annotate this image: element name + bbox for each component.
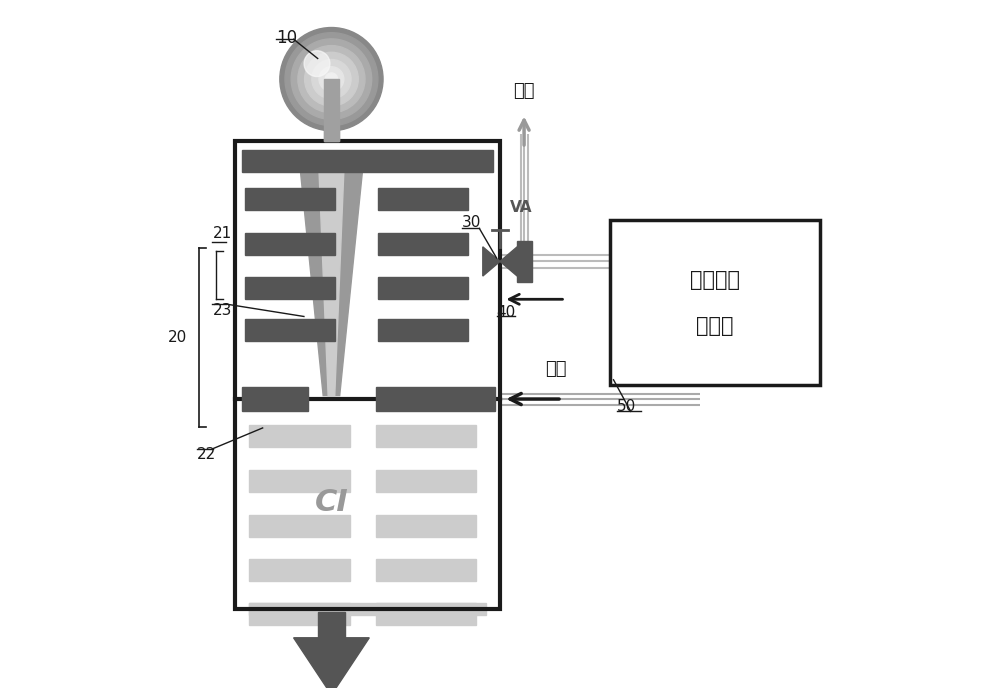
Text: 40: 40 — [497, 305, 516, 320]
Bar — [376, 387, 495, 411]
Bar — [245, 233, 335, 255]
Text: VA: VA — [510, 200, 533, 215]
Polygon shape — [298, 151, 364, 396]
Text: 21: 21 — [212, 226, 232, 241]
Text: 样品: 样品 — [545, 361, 566, 378]
Polygon shape — [294, 638, 369, 688]
Bar — [324, 79, 339, 141]
Circle shape — [291, 39, 372, 120]
Circle shape — [280, 28, 383, 131]
Circle shape — [312, 60, 351, 99]
Text: 23: 23 — [212, 303, 232, 318]
Text: 尾气: 尾气 — [513, 82, 535, 100]
Circle shape — [305, 52, 358, 106]
Text: 50: 50 — [617, 399, 636, 414]
Bar — [376, 515, 476, 537]
Bar — [245, 319, 335, 341]
Bar — [376, 603, 476, 625]
Polygon shape — [500, 247, 517, 276]
Circle shape — [298, 45, 365, 113]
Bar — [249, 603, 486, 615]
Text: 试剂气体: 试剂气体 — [690, 270, 740, 290]
Circle shape — [319, 67, 344, 92]
Bar — [610, 220, 820, 385]
Bar — [249, 559, 350, 581]
Text: 20: 20 — [168, 330, 187, 345]
Polygon shape — [483, 247, 500, 276]
Bar — [242, 387, 308, 411]
Bar — [378, 277, 468, 299]
Bar — [242, 150, 493, 172]
Bar — [249, 515, 350, 537]
Bar — [376, 470, 476, 492]
Bar — [376, 425, 476, 447]
Bar — [378, 233, 468, 255]
Text: CI: CI — [315, 488, 348, 517]
Polygon shape — [318, 151, 345, 396]
Circle shape — [325, 73, 338, 85]
Text: 30: 30 — [462, 215, 482, 230]
Bar — [235, 141, 500, 609]
Bar — [249, 603, 350, 625]
Bar — [249, 425, 350, 447]
Circle shape — [285, 33, 378, 126]
Text: 22: 22 — [197, 447, 217, 462]
Bar — [517, 241, 532, 282]
Bar — [245, 188, 335, 210]
Bar — [378, 319, 468, 341]
Circle shape — [304, 51, 330, 76]
Bar — [324, 79, 339, 141]
Bar — [245, 277, 335, 299]
Bar — [318, 612, 345, 665]
Bar — [376, 559, 476, 581]
Bar — [378, 188, 468, 210]
Bar — [249, 470, 350, 492]
Text: 产生腔: 产生腔 — [696, 316, 734, 336]
Text: 10: 10 — [276, 29, 298, 47]
